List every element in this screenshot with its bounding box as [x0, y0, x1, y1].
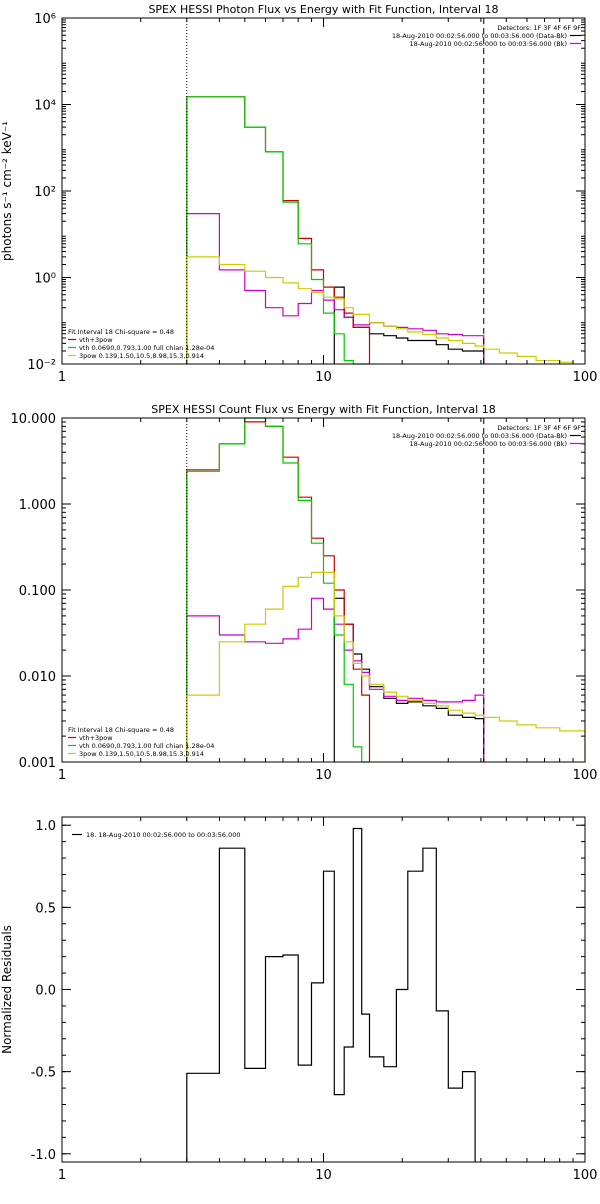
- chart-panel-3: Normalized Residuals 1 10 100 -1.0 -0.5 0.0 0.5…: [0, 816, 598, 1183]
- y-tick-label: 10⁰: [34, 272, 56, 287]
- series-line-4: [186, 96, 370, 365]
- legend-label: 18-Aug-2010 00:02:56.000 to 00:03:56.000…: [410, 40, 567, 48]
- y-axis-label: Normalized Residuals: [0, 925, 14, 1054]
- legend-header: Fit Interval 18 Chi-square = 0.48: [68, 726, 174, 734]
- legend-label: 18. 18-Aug-2010 00:02:56.000 to 00:03:56…: [86, 831, 241, 839]
- legend-label: vth 0.0690,0.793,1.00 full chian 1.28e-0…: [79, 742, 214, 750]
- y-tick-label: 10⁶: [34, 12, 56, 27]
- series-line-4: [186, 417, 370, 763]
- legend-label: 18-Aug-2010 00:02:56.000 to 00:03:56.000…: [410, 440, 567, 448]
- legend-header: Detectors: 1F 3F 4F 6F 9F: [497, 424, 581, 432]
- legend-label: 3pow 0.139,1.50,10.5,8.98,15.3,0.914: [79, 750, 204, 758]
- x-tick-label: 1: [58, 370, 66, 385]
- legend-label: vth 0.0690,0.793,1.00 full chian 1.28e-0…: [79, 344, 214, 352]
- chart-panel-1: SPEX HESSI Photon Flux vs Energy with Fi…: [0, 3, 597, 385]
- y-tick-label: 0.5: [35, 901, 56, 916]
- x-tick-label: 100: [573, 370, 598, 385]
- x-tick-label: 100: [573, 768, 598, 783]
- y-tick-label: 10²: [34, 185, 56, 200]
- chart-title: SPEX HESSI Count Flux vs Energy with Fit…: [151, 403, 495, 416]
- y-tick-label: 0.010: [19, 670, 56, 685]
- legend-label: vth+3pow: [79, 734, 113, 742]
- x-tick-label: 10: [315, 1168, 332, 1183]
- x-tick-label: 1: [58, 1168, 66, 1183]
- y-tick-label: 1.000: [19, 498, 56, 513]
- y-tick-label: -0.5: [31, 1066, 56, 1081]
- chart-panel-2: SPEX HESSI Count Flux vs Energy with Fit…: [11, 403, 598, 783]
- legend-label: 18-Aug-2010 00:02:56.000 to 00:03:56.000…: [392, 432, 567, 440]
- legend-label: 18-Aug-2010 00:02:56.000 to 00:03:56.000…: [392, 32, 567, 40]
- y-tick-label: 10.000: [11, 412, 57, 427]
- legend-label: vth+3pow: [79, 336, 113, 344]
- x-tick-label: 1: [58, 768, 66, 783]
- series-line-1: [186, 827, 476, 1162]
- y-tick-label: 0.0: [35, 984, 56, 999]
- y-tick-label: 1.0: [35, 819, 56, 834]
- x-tick-label: 10: [315, 768, 332, 783]
- y-tick-label: -1.0: [31, 1148, 56, 1163]
- legend-label: 3pow 0.139,1.50,10.5,8.98,15.3,0.914: [79, 352, 204, 360]
- x-tick-label: 10: [315, 370, 332, 385]
- x-tick-label: 100: [573, 1168, 598, 1183]
- y-tick-label: 0.001: [19, 756, 56, 771]
- y-tick-label: 0.100: [19, 584, 56, 599]
- legend-header: Detectors: 1F 3F 4F 6F 9F: [497, 24, 581, 32]
- y-tick-label: 10⁻²: [27, 358, 56, 373]
- chart-title: SPEX HESSI Photon Flux vs Energy with Fi…: [148, 3, 498, 16]
- series-line-5: [186, 256, 574, 364]
- legend-header: Fit Interval 18 Chi-square = 0.48: [68, 328, 174, 336]
- y-axis-label: photons s⁻¹ cm⁻² keV⁻¹: [0, 121, 14, 261]
- y-tick-label: 10⁴: [34, 99, 56, 114]
- series-line-5: [186, 571, 586, 762]
